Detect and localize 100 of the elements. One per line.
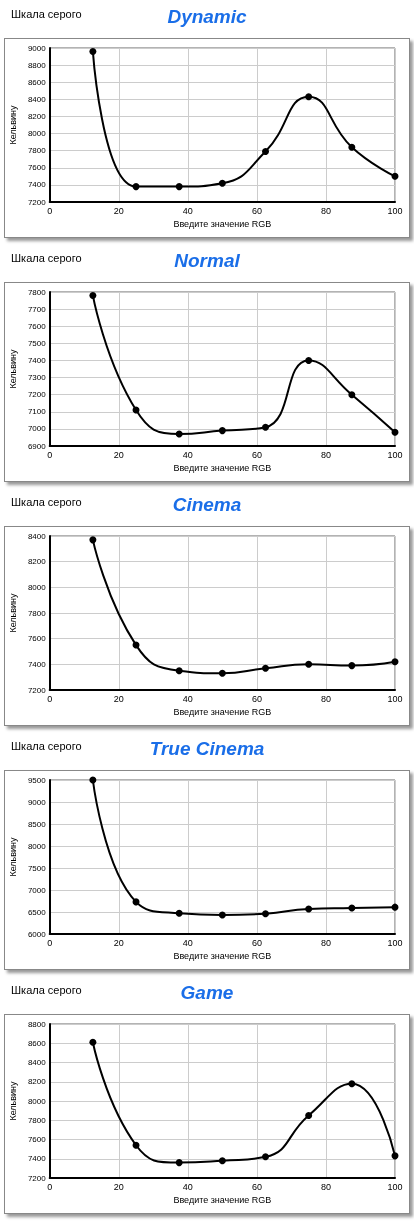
- x-tick-label: 100: [387, 1181, 403, 1192]
- y-tick-label: 8200: [27, 557, 47, 567]
- x-tick-label: 100: [387, 693, 403, 704]
- y-axis-title: Кельвину: [7, 1080, 18, 1121]
- y-tick-label: 6500: [27, 907, 47, 917]
- point: [305, 93, 313, 101]
- y-tick-label: 7300: [27, 373, 47, 383]
- point: [89, 536, 97, 544]
- y-tick-label: 8200: [27, 1077, 47, 1087]
- x-tick-label: 60: [251, 693, 262, 704]
- y-tick-label: 7000: [27, 424, 47, 434]
- point: [175, 667, 183, 675]
- point: [175, 1159, 183, 1167]
- point: [348, 662, 356, 670]
- y-tick-label: 8800: [27, 60, 47, 70]
- x-tick-label: 40: [182, 205, 193, 216]
- point: [132, 1141, 140, 1149]
- point: [89, 47, 97, 55]
- x-tick-label: 0: [47, 693, 53, 704]
- point: [132, 183, 140, 191]
- point: [218, 179, 226, 187]
- y-tick-label: 7800: [27, 1115, 47, 1125]
- x-tick-label: 40: [182, 693, 193, 704]
- x-tick-label: 20: [113, 449, 124, 460]
- y-axis-title: Кельвину: [7, 592, 18, 633]
- y-tick-label: 7200: [27, 390, 47, 400]
- y-tick-label: 8000: [27, 129, 47, 139]
- y-tick-label: 7800: [27, 287, 47, 297]
- y-tick-label: 7400: [27, 180, 47, 190]
- y-tick-label: 7500: [27, 338, 47, 348]
- x-tick-label: 20: [113, 1181, 124, 1192]
- y-tick-label: 7600: [27, 634, 47, 644]
- y-tick-label: 7800: [27, 146, 47, 156]
- x-axis-title: Введите значение RGB: [173, 1195, 272, 1206]
- x-tick-label: 60: [251, 1181, 262, 1192]
- x-tick-label: 20: [113, 937, 124, 948]
- x-tick-label: 40: [182, 449, 193, 460]
- point: [348, 143, 356, 151]
- y-tick-label: 8200: [27, 111, 47, 121]
- point: [262, 910, 270, 918]
- y-tick-label: 7400: [27, 355, 47, 365]
- x-tick-label: 40: [182, 937, 193, 948]
- point: [262, 1153, 270, 1161]
- chart-title: Game: [180, 982, 234, 1003]
- y-tick-label: 7800: [27, 608, 47, 618]
- y-tick-label: 7200: [27, 1173, 47, 1183]
- y-tick-label: 7000: [27, 885, 47, 895]
- y-tick-label: 8400: [27, 1058, 47, 1067]
- x-tick-label: 60: [251, 449, 262, 460]
- y-tick-label: 7700: [27, 304, 47, 314]
- y-tick-label: 9000: [27, 43, 47, 53]
- y-tick-label: 8600: [27, 1038, 47, 1048]
- y-tick-label: 7200: [27, 685, 47, 695]
- point: [305, 356, 313, 364]
- x-tick-label: 100: [387, 449, 403, 460]
- y-tick-label: 7600: [27, 321, 47, 331]
- chart-subtitle: Шкала серого: [11, 495, 82, 508]
- y-tick-label: 7600: [27, 163, 47, 173]
- chart-title: True Cinema: [149, 738, 265, 759]
- y-axis-title: Кельвину: [7, 104, 18, 145]
- point: [218, 911, 226, 919]
- y-tick-label: 8400: [27, 531, 47, 541]
- x-tick-label: 80: [320, 1181, 331, 1192]
- point: [175, 909, 183, 917]
- chart-subtitle: Шкала серого: [11, 983, 82, 996]
- point: [348, 391, 356, 399]
- x-tick-label: 60: [251, 937, 262, 948]
- x-tick-label: 80: [320, 449, 331, 460]
- y-tick-label: 7100: [27, 407, 47, 417]
- x-tick-label: 20: [113, 693, 124, 704]
- x-tick-label: 80: [320, 693, 331, 704]
- point: [305, 1111, 313, 1119]
- chart-subtitle: Шкала серого: [11, 739, 82, 752]
- point: [391, 428, 399, 436]
- y-tick-label: 9000: [27, 797, 47, 807]
- x-tick-label: 40: [182, 1181, 193, 1192]
- y-tick-label: 7600: [27, 1135, 47, 1144]
- point: [305, 905, 313, 913]
- y-tick-label: 8000: [27, 1096, 47, 1106]
- y-tick-label: 7500: [27, 863, 47, 873]
- point: [262, 423, 270, 431]
- x-tick-label: 0: [47, 449, 53, 460]
- x-tick-label: 100: [387, 205, 403, 216]
- y-tick-label: 9500: [27, 775, 47, 785]
- x-tick-label: 0: [47, 1181, 53, 1192]
- point: [391, 172, 399, 180]
- point: [89, 291, 97, 299]
- y-axis-title: Кельвину: [7, 348, 18, 389]
- point: [262, 664, 270, 672]
- point: [391, 658, 399, 666]
- x-tick-label: 80: [320, 205, 331, 216]
- point: [348, 1080, 356, 1088]
- y-tick-label: 8800: [27, 1019, 47, 1029]
- chart-subtitle: Шкала серого: [11, 251, 82, 264]
- y-tick-label: 8500: [27, 819, 47, 829]
- y-tick-label: 8000: [27, 841, 47, 851]
- point: [218, 669, 226, 677]
- x-axis-title: Введите значение RGB: [173, 463, 272, 474]
- y-tick-label: 8400: [27, 94, 47, 104]
- x-axis-title: Введите значение RGB: [173, 951, 272, 962]
